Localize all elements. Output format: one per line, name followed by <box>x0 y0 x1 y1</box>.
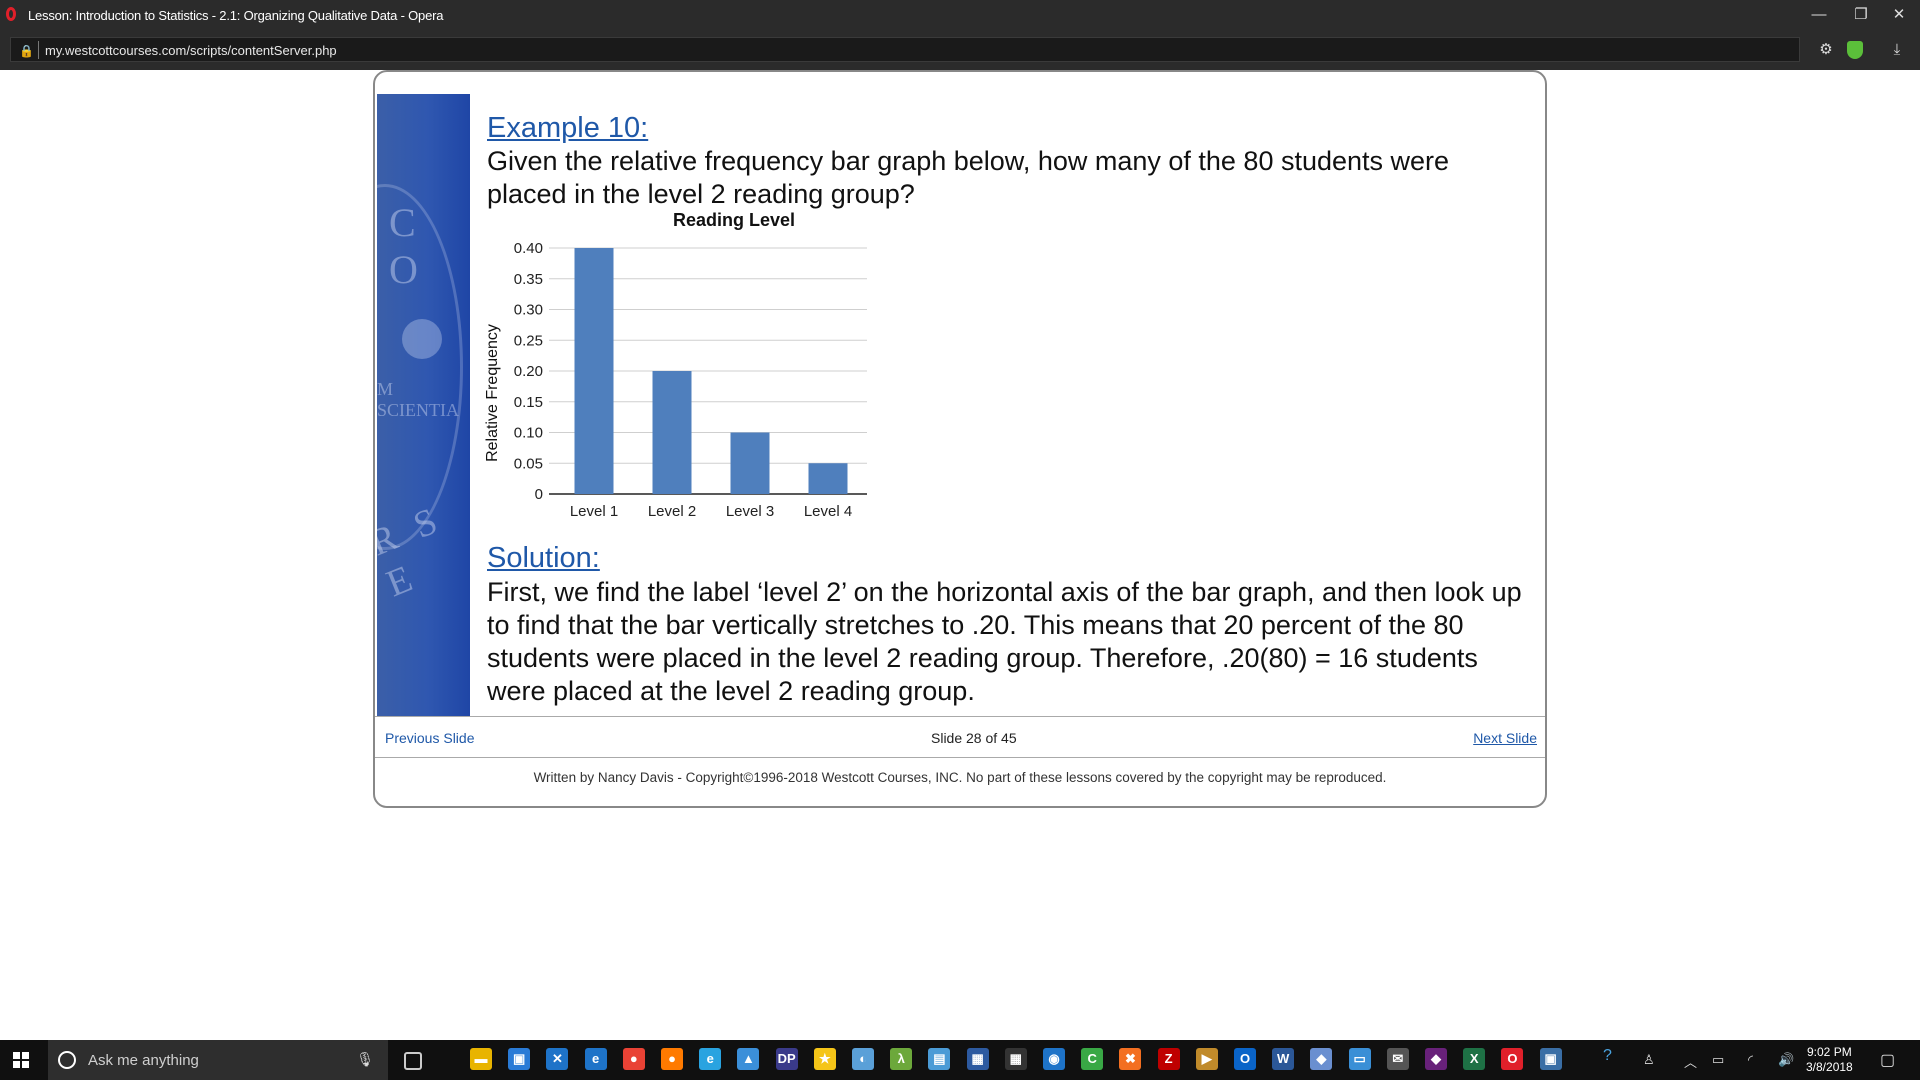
help-icon[interactable]: ? <box>1603 1047 1612 1064</box>
volume-icon[interactable]: 🔊 <box>1778 1052 1795 1067</box>
lesson-frame: C O M SCIENTIA R S E Example 10: Given t… <box>373 70 1547 808</box>
teamviewer-icon[interactable]: ▣ <box>1539 1048 1562 1070</box>
notifications-icon[interactable]: ▢ <box>1880 1052 1896 1069</box>
reading-level-bar-chart: Reading Level Relative Frequency 0 0.05 0.… <box>484 210 867 520</box>
vpn-shield-icon[interactable] <box>1847 41 1863 59</box>
filezilla-icon[interactable]: Z <box>1157 1048 1180 1070</box>
y-tick-label: 0.10 <box>514 425 543 442</box>
x-tick-label: Level 4 <box>804 503 852 520</box>
battery-icon[interactable]: ▭ <box>1712 1052 1725 1067</box>
notes-icon[interactable]: ▤ <box>928 1048 951 1070</box>
bar-level-3 <box>730 432 770 494</box>
url-field[interactable]: 🔒 my.westcottcourses.com/scripts/content… <box>10 37 1800 62</box>
example-heading: Example 10: <box>487 112 649 144</box>
x-tick-label: Level 2 <box>648 503 696 520</box>
slide-counter: Slide 28 of 45 <box>931 730 1017 746</box>
address-bar: 🔒 my.westcottcourses.com/scripts/content… <box>0 30 1920 70</box>
question-text: Given the relative frequency bar graph b… <box>487 146 1450 209</box>
clock-date: 3/8/2018 <box>1806 1060 1853 1074</box>
minimize-button[interactable]: — <box>1811 6 1827 23</box>
app-icon[interactable]: ▲ <box>737 1048 760 1070</box>
firefox-icon[interactable]: ● <box>661 1048 683 1070</box>
xampp-icon[interactable]: ✖ <box>1119 1048 1142 1070</box>
download-icon[interactable]: ⤓ <box>1893 41 1901 58</box>
dp-icon[interactable]: DP <box>775 1048 798 1070</box>
settings-icon[interactable]: ⚙ <box>1819 41 1833 58</box>
globe-icon <box>402 319 442 359</box>
media-icon[interactable]: ▶ <box>1195 1048 1218 1070</box>
y-tick-label: 0.35 <box>514 271 543 288</box>
remote-icon[interactable]: ▭ <box>1348 1048 1371 1070</box>
visual-studio-icon[interactable]: ◆ <box>1425 1048 1447 1070</box>
taskbar-search-box[interactable]: Ask me anything 🎙 <box>48 1040 388 1080</box>
x-tick-label: Level 1 <box>570 503 618 520</box>
clock-time: 9:02 PM <box>1807 1045 1852 1059</box>
microphone-icon[interactable]: 🎙 <box>356 1051 374 1067</box>
camtasia-icon[interactable]: C <box>1081 1048 1104 1070</box>
solution-text: First, we find the label ‘level 2’ on th… <box>487 577 1522 706</box>
previous-slide-link[interactable]: Previous Slide <box>385 730 475 746</box>
browser-title-bar: Lesson: Introduction to Statistics - 2.1… <box>0 0 1920 30</box>
bar-level-4 <box>808 463 848 494</box>
network-icon[interactable]: ▦ <box>966 1048 989 1070</box>
people-icon[interactable]: ◆ <box>1310 1048 1333 1070</box>
xmind-icon[interactable]: ✕ <box>546 1048 569 1070</box>
cortana-icon <box>58 1051 76 1069</box>
edge-icon[interactable]: e <box>584 1048 607 1070</box>
solution-heading: Solution: <box>487 542 600 574</box>
chart-title: Reading Level <box>673 210 795 230</box>
calculator-icon[interactable]: ▦ <box>1004 1048 1027 1070</box>
chevron-up-icon[interactable]: ︿ <box>1684 1055 1698 1070</box>
y-axis-label: Relative Frequency <box>484 324 501 462</box>
bar-level-2 <box>652 371 692 494</box>
lock-icon: 🔒 <box>19 44 34 58</box>
y-tick-label: 0.05 <box>514 455 543 472</box>
star-icon[interactable]: ★ <box>813 1048 836 1070</box>
slide-navigation: Previous Slide Slide 28 of 45 Next Slide <box>375 716 1545 758</box>
next-slide-link[interactable]: Next Slide <box>1473 730 1537 746</box>
url-text: my.westcottcourses.com/scripts/contentSe… <box>45 43 337 58</box>
url-separator <box>38 41 39 59</box>
decorative-sidebar: C O M SCIENTIA R S E <box>377 94 470 716</box>
windows-start-icon[interactable] <box>13 1052 29 1068</box>
axis-labels: 0 0.05 0.10 0.15 0.20 0.25 0.30 0.35 0.40 Level 1… <box>514 240 852 520</box>
system-clock[interactable]: 9:02 PM 3/8/2018 <box>1806 1045 1853 1075</box>
restore-button[interactable]: ❐ <box>1854 6 1868 23</box>
windows-taskbar: Ask me anything 🎙 ▬ ▣ ✕ e ● ● e ▲ DP ★ ◐ λ ▤ ▦ ▦ ◉ C ✖ Z ▶ O… <box>0 1040 1920 1080</box>
task-view-icon[interactable] <box>404 1052 422 1070</box>
bars <box>574 248 848 494</box>
y-tick-label: 0.20 <box>514 363 543 380</box>
paint-icon[interactable]: ◐ <box>852 1048 874 1070</box>
wifi-icon[interactable]: ◜ <box>1748 1052 1754 1067</box>
excel-icon[interactable]: X <box>1463 1048 1486 1070</box>
y-tick-label: 0.15 <box>514 394 543 411</box>
people-tray-icon[interactable]: ♙ <box>1643 1052 1655 1067</box>
seal-text-top: C O <box>389 200 424 292</box>
seal-text-mid: M SCIENTIA <box>377 379 459 420</box>
copyright-footer: Written by Nancy Davis - Copyright©1996-… <box>533 770 1387 785</box>
ie-icon[interactable]: e <box>699 1048 722 1070</box>
opera-icon[interactable]: O <box>1501 1048 1524 1070</box>
word-icon[interactable]: W <box>1272 1048 1295 1070</box>
mail-icon[interactable]: ✉ <box>1386 1048 1409 1070</box>
y-tick-label: 0.25 <box>514 332 543 349</box>
search-placeholder: Ask me anything <box>88 1052 199 1069</box>
lambda-icon[interactable]: λ <box>890 1048 913 1070</box>
window-title: Lesson: Introduction to Statistics - 2.1… <box>28 8 444 23</box>
store-icon[interactable]: ▣ <box>508 1048 531 1070</box>
y-tick-label: 0.30 <box>514 302 543 319</box>
chrome-icon[interactable]: ● <box>622 1048 645 1070</box>
outlook-app-icon[interactable]: ◉ <box>1043 1048 1065 1070</box>
x-tick-label: Level 3 <box>726 503 774 520</box>
bar-level-1 <box>574 248 614 494</box>
y-tick-label: 0.40 <box>514 240 543 257</box>
file-explorer-icon[interactable]: ▬ <box>470 1048 492 1070</box>
close-button[interactable]: ✕ <box>1892 6 1906 23</box>
outlook-icon[interactable]: O <box>1234 1048 1256 1070</box>
y-tick-label: 0 <box>535 486 543 503</box>
opera-logo-icon <box>6 7 16 21</box>
